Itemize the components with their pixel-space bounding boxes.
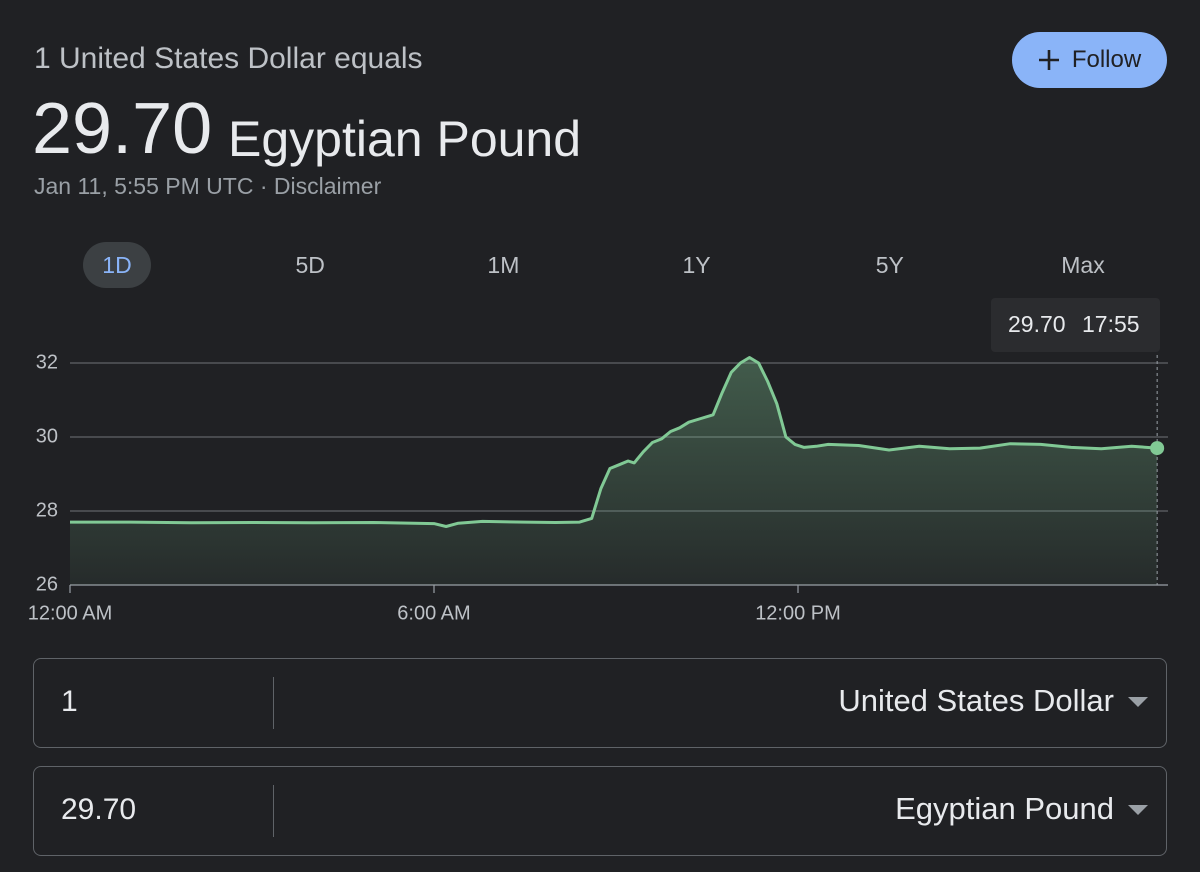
converter-row[interactable]: 1 United States Dollar xyxy=(33,658,1167,748)
divider xyxy=(273,785,274,837)
currency: Egyptian Pound xyxy=(228,111,582,167)
amount[interactable]: 29.70 xyxy=(61,793,137,826)
chart: 26 28 30 32 12:00 AM 6:00 AM 12:00 PM 29.70 17:5… xyxy=(28,298,1168,624)
dropdown-arrow xyxy=(1128,805,1148,815)
separator: · xyxy=(259,173,268,199)
x-tick-label: 12:00 PM xyxy=(755,602,841,624)
y-tick-label: 30 xyxy=(36,425,58,447)
follow-label: Follow xyxy=(1071,46,1142,73)
timestamp-line: Jan 11, 5:55 PM UTC · Disclaimer xyxy=(34,173,381,200)
range-tab[interactable]: 1Y xyxy=(682,251,711,278)
dropdown-arrow xyxy=(1128,697,1148,707)
line xyxy=(70,356,1158,528)
tooltip-box xyxy=(991,298,1160,352)
tooltip-value: 29.70 xyxy=(1008,311,1066,337)
x-tick-label: 12:00 AM xyxy=(28,602,113,624)
y-tick-label: 28 xyxy=(36,499,58,521)
range-tab[interactable]: Max xyxy=(1061,251,1105,278)
range-tab[interactable]: 1M xyxy=(487,251,520,278)
rate: 29.70 xyxy=(32,89,213,169)
area xyxy=(70,357,1158,585)
currency-select[interactable]: United States Dollar xyxy=(838,683,1114,718)
amount[interactable]: 1 xyxy=(61,685,78,718)
currency-select[interactable]: Egyptian Pound xyxy=(895,791,1114,826)
range-tab[interactable]: 1D xyxy=(83,242,151,288)
follow-button[interactable]: Follow xyxy=(1012,32,1167,88)
range-tab[interactable]: 5Y xyxy=(875,251,904,278)
converter-row[interactable]: 29.70 Egyptian Pound xyxy=(33,766,1167,856)
y-tick-label: 32 xyxy=(36,351,58,373)
y-tick-label: 26 xyxy=(36,573,58,595)
plus-icon xyxy=(1038,50,1059,70)
subtitle: 1 United States Dollar equals xyxy=(34,42,423,75)
timestamp: Jan 11, 5:55 PM UTC xyxy=(34,173,254,199)
range-tab[interactable]: 5D xyxy=(295,251,325,278)
divider xyxy=(273,677,274,729)
tooltip-time: 17:55 xyxy=(1082,311,1140,337)
x-tick-label: 6:00 AM xyxy=(397,602,470,624)
last-point xyxy=(1150,441,1165,456)
disclaimer-link[interactable]: Disclaimer xyxy=(273,173,382,199)
